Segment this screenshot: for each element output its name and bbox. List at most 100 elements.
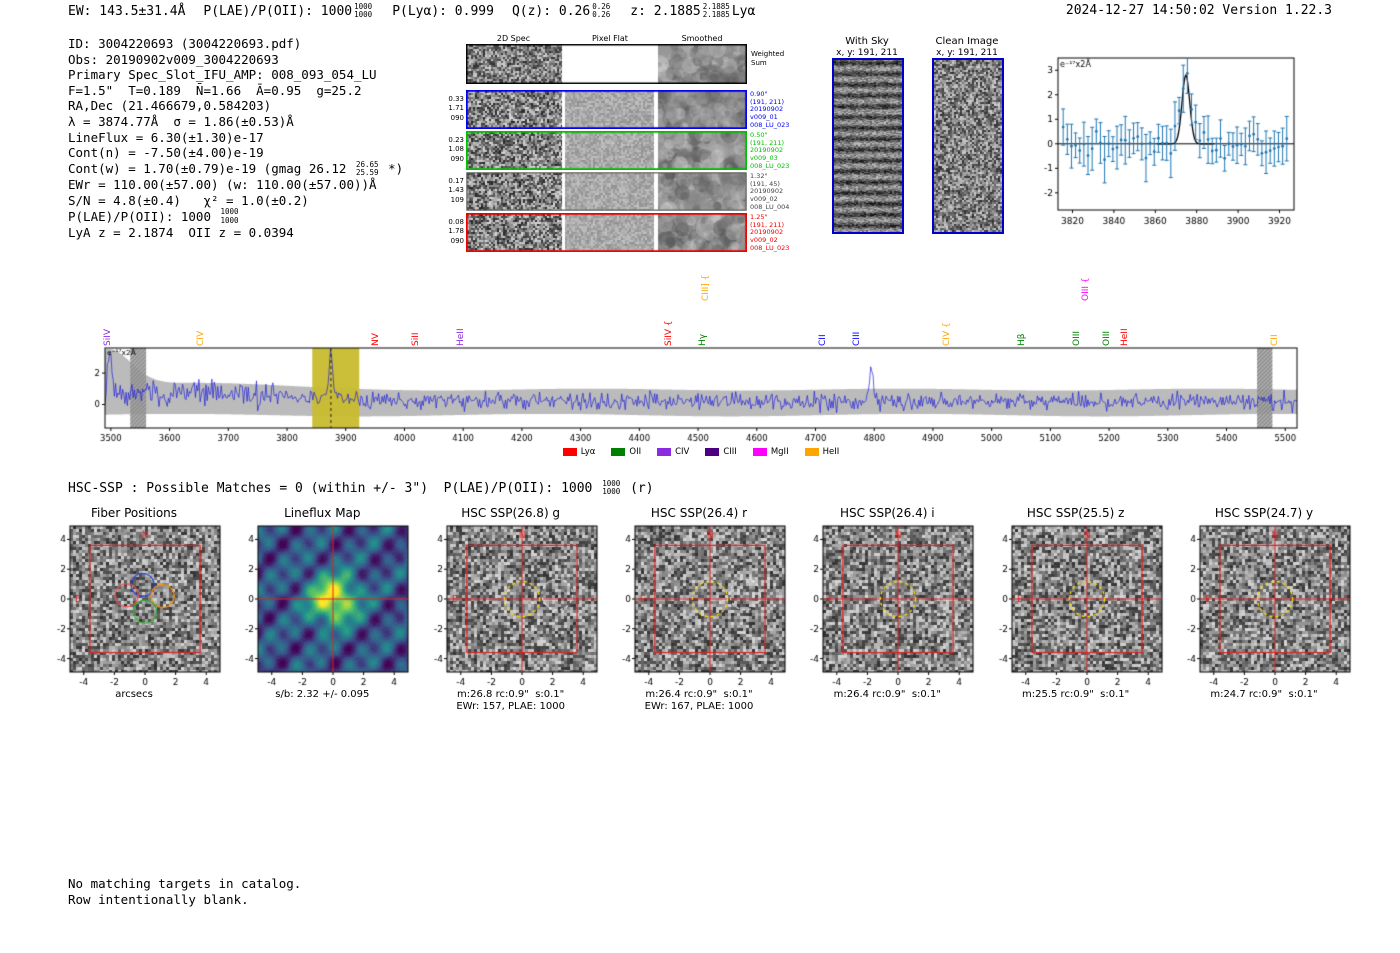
emission-line-label: SiII [410, 332, 421, 346]
cutout-title: Fiber Positions [90, 506, 178, 520]
info-line: λ = 3874.77Å σ = 1.86(±0.53)Å [68, 113, 294, 129]
hsc-match-suffix: (r) [622, 480, 654, 496]
with-sky-title: With Sky [845, 36, 889, 47]
emission-line-label: OIII [1071, 330, 1082, 346]
info-line: S/N = 4.8(±0.4) χ² = 1.0(±0.2) [68, 192, 309, 208]
cutout-caption: EWr: 167, PLAE: 1000 [644, 701, 754, 712]
cutout-panel: Fiber Positions arcsecs [42, 506, 226, 713]
legend-swatch [752, 448, 767, 456]
legend-label: Lyα [580, 447, 596, 457]
legend-swatch [804, 448, 819, 456]
cutout-title: HSC SSP(25.5) z [1026, 506, 1125, 520]
with-sky-image [832, 58, 904, 234]
z-range: 2.1885 2.1885 [702, 2, 730, 20]
info-line: EWr = 110.00(±57.00) (w: 110.00(±57.00))… [68, 177, 377, 193]
hsc-image [983, 523, 1168, 689]
cutout-caption: m:26.4 rc:0.9" s:0.1" [645, 689, 753, 700]
plya-value: P(Lyα): 0.999 [392, 3, 494, 19]
cutout-row: Fiber Positions arcsecs Lineflux Map s/b: 2… [42, 506, 1356, 713]
emission-line-label: CIII [851, 331, 862, 346]
emission-line-label: HeII [1119, 328, 1130, 346]
spec2d-row-meta: 1.32" (191, 45) 20190902 v009_02 008_LU_… [750, 172, 790, 211]
stacked-range: 26.65 25.59 [355, 159, 379, 177]
hsc-plae-range: 1000 1000 [602, 479, 621, 497]
line-fit-plot [1030, 46, 1302, 236]
cutout-caption: s/b: 2.32 +/- 0.095 [275, 689, 370, 700]
info-line: ID: 3004220693 (3004220693.pdf) [68, 36, 302, 51]
cutout-title: HSC SSP(24.7) y [1214, 506, 1314, 520]
emission-line-label: OIII { [1080, 277, 1091, 301]
spec2d-row-weights: 0.23 1.08 090 [448, 136, 464, 163]
cutout-title: HSC SSP(26.8) g [461, 506, 561, 520]
emission-line-label: SiIV { [664, 320, 675, 346]
emission-line-label: CIV { [942, 322, 953, 346]
info-line: F=1.5" T=0.189 N̄=1.66 Ā=0.95 g=25.2 [68, 82, 362, 98]
spec2d-row-meta: 0.90" (191, 211) 20190902 v009_01 008_LU… [750, 90, 790, 129]
legend-item: CIV [657, 447, 689, 457]
qz-range: 0.26 0.26 [592, 2, 611, 20]
line-id: Lyα [731, 3, 756, 19]
cutout-caption: arcsecs [115, 689, 153, 700]
cutout-panel: HSC SSP(26.8) g m:26.8 rc:0.9" s:0.1" EWr:… [418, 506, 603, 713]
emission-line-label: NV [370, 333, 381, 346]
spec2d-row-weights: 0.08 1.78 090 [448, 218, 464, 245]
cutout-panel: HSC SSP(26.4) r m:26.4 rc:0.9" s:0.1" EWr:… [606, 506, 791, 713]
info-line: Primary Spec_Slot_IFU_AMP: 008_093_054_L… [68, 67, 377, 83]
legend-item: MgII [752, 447, 789, 457]
info-line: Cont(n) = -7.50(±4.00)e-19 [68, 145, 264, 161]
spec2d-title: 2D Spec [496, 34, 531, 43]
legend-label: CIV [675, 447, 690, 457]
legend-label: HeII [822, 447, 840, 457]
spectrum-legend: Lyα OII CIV CIII MgII HeII [105, 447, 1297, 457]
legend-swatch [611, 448, 626, 456]
cutout-panel: HSC SSP(25.5) z m:25.5 rc:0.9" s:0.1" [983, 506, 1168, 713]
legend-label: OII [629, 447, 642, 457]
hsc-image [1171, 523, 1356, 689]
pixel-flat-title: Pixel Flat [592, 34, 628, 43]
lineflux-image [230, 523, 415, 689]
cutout-caption: m:24.7 rc:0.9" s:0.1" [1210, 689, 1318, 700]
spec2d-row-meta: 0.50" (191, 211) 20190902 v009_03 008_LU… [750, 131, 790, 170]
plae-value: P(LAE)/P(OII): 1000 [203, 3, 353, 19]
weighted-sum-label: Weighted Sum [751, 50, 785, 67]
timestamp-version: 2024-12-27 14:50:02 Version 1.22.3 [1065, 3, 1332, 18]
spec2d-weighted-sum-image [466, 44, 747, 84]
emission-line-label: SiIV [103, 328, 114, 346]
qz-value: Q(z): 0.26 [511, 3, 591, 19]
legend-item: OII [611, 447, 641, 457]
emission-line-label: Hγ [697, 333, 708, 346]
spec2d-row-image [466, 131, 747, 170]
cutout-caption: m:26.8 rc:0.9" s:0.1" [457, 689, 565, 700]
ew-value: EW: 143.5±31.4Å [68, 3, 186, 19]
info-line: RA,Dec (21.466679,0.584203) [68, 98, 272, 114]
spec2d-row-meta: 1.25" (191, 211) 20190902 v009_02 008_LU… [750, 213, 790, 252]
cutout-panel: HSC SSP(26.4) i m:26.4 rc:0.9" s:0.1" [795, 506, 980, 713]
hsc-image [606, 523, 791, 689]
cutout-caption: EWr: 157, PLAE: 1000 [456, 701, 565, 712]
info-line: LyA z = 2.1874 OII z = 0.0394 [68, 224, 294, 240]
emission-line-label: CII [1270, 334, 1281, 346]
smoothed-title: Smoothed [681, 34, 723, 43]
emission-line-label: CII [817, 334, 828, 346]
z-value: z: 2.1885 [630, 3, 701, 19]
legend-swatch [705, 448, 720, 456]
cutout-title: HSC SSP(26.4) i [840, 506, 935, 520]
cutout-title: HSC SSP(26.4) r [650, 506, 748, 520]
spec2d-row-weights: 0.17 1.43 109 [448, 177, 464, 204]
legend-label: MgII [770, 447, 789, 457]
spec2d-row-weights: 0.33 1.71 090 [448, 95, 464, 122]
hsc-image [418, 523, 603, 689]
footer-line: No matching targets in catalog. [68, 876, 302, 891]
legend-item: Lyα [562, 447, 596, 457]
emission-line-label: Hβ [1016, 333, 1027, 346]
cutout-caption: m:26.4 rc:0.9" s:0.1" [833, 689, 941, 700]
legend-item: HeII [804, 447, 840, 457]
legend-swatch [562, 448, 577, 456]
clean-image-coords: x, y: 191, 211 [936, 48, 998, 58]
legend-item: CIII [705, 447, 737, 457]
info-line: P(LAE)/P(OII): 1000 1000 1000 [68, 207, 239, 225]
clean-image-title: Clean Image [935, 36, 999, 47]
emission-line-label: CIV [196, 330, 207, 346]
footer-note: No matching targets in catalog. Row inte… [68, 876, 301, 907]
